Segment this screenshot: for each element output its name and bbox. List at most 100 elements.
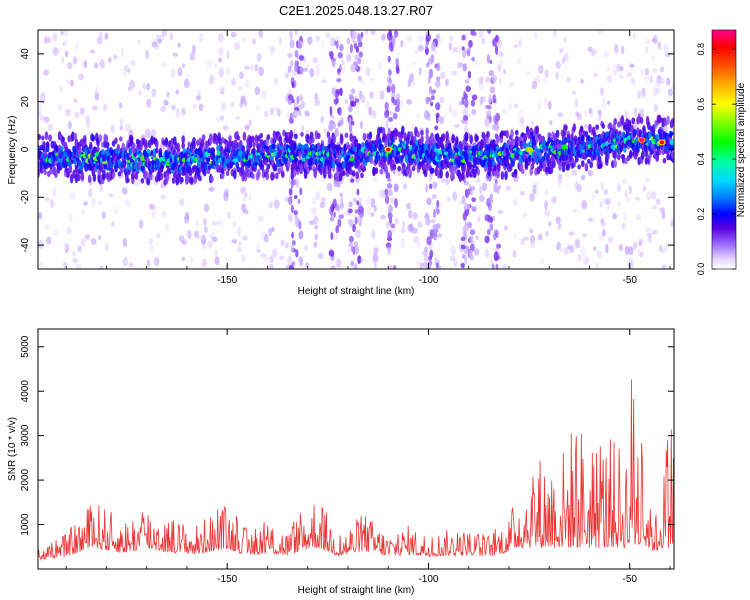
noise-speckle [621,222,626,230]
noise-speckle [526,70,532,75]
noise-speckle [234,116,241,121]
noise-speckle [130,59,136,66]
noise-speckle [219,84,226,93]
noise-speckle [666,77,671,86]
noise-speckle [584,256,591,262]
noise-speckle [346,37,351,45]
band-halo [644,148,649,158]
band-halo [493,165,498,172]
noise-column-speckle [335,97,339,104]
noise-column-speckle [387,229,393,240]
noise-speckle [231,238,238,244]
band-halo [303,161,308,170]
noise-speckle [146,98,152,108]
noise-speckle [97,235,102,241]
noise-speckle [498,76,502,86]
noise-column-speckle [463,125,469,134]
noise-speckle [177,42,181,48]
spectral-peak [526,147,532,152]
noise-speckle [523,236,529,241]
noise-speckle [45,223,50,231]
noise-column-speckle [350,63,356,73]
noise-speckle [234,42,240,50]
band-halo [78,145,82,155]
colorbar-gradient [711,29,737,270]
band-core [444,157,448,165]
noise-column-speckle [336,107,341,114]
noise-speckle [86,119,90,129]
band-core [483,157,488,162]
band-core [669,131,674,136]
x-tick-label: -100 [418,574,438,585]
noise-speckle [202,244,206,250]
noise-speckle [315,35,320,42]
noise-speckle [244,99,248,107]
noise-speckle [451,70,458,76]
noise-speckle [503,137,507,143]
band-halo [515,129,519,136]
noise-speckle [659,66,665,73]
x-tick-label: -150 [217,574,237,585]
band-core [534,145,538,151]
noise-speckle [111,221,115,227]
noise-column-speckle [330,203,335,213]
noise-speckle [518,38,523,48]
noise-speckle [38,111,42,117]
noise-speckle [643,72,650,82]
noise-column-speckle [287,65,292,73]
noise-speckle [576,183,583,193]
noise-speckle [92,105,98,111]
noise-column-speckle [328,123,332,131]
noise-speckle [371,110,377,119]
noise-column-speckle [348,117,352,124]
noise-speckle [445,78,449,87]
band-halo [505,129,510,139]
noise-speckle [90,238,97,245]
noise-speckle [598,112,602,121]
noise-speckle [360,79,365,85]
noise-speckle [251,38,256,45]
noise-speckle [452,191,458,202]
noise-speckle [638,108,645,113]
noise-speckle [65,78,70,86]
noise-speckle [651,205,658,210]
band-halo [599,162,603,169]
band-halo [236,135,241,141]
noise-column-speckle [384,194,390,205]
noise-speckle [481,182,488,192]
band-halo [587,158,591,164]
noise-speckle [261,90,267,99]
noise-speckle [529,193,535,202]
noise-speckle [203,225,208,233]
noise-column-speckle [349,178,355,183]
band-halo [266,163,271,170]
noise-speckle [45,37,52,44]
noise-speckle [292,128,297,134]
noise-speckle [237,102,242,108]
noise-column-speckle [428,255,433,261]
noise-speckle [75,40,80,51]
y-tick-label: -40 [20,237,31,252]
band-halo [500,170,505,180]
noise-speckle [128,263,134,268]
noise-column-speckle [293,210,298,215]
band-core [279,145,284,151]
band-halo [303,170,308,180]
noise-column-speckle [436,76,441,82]
spectrogram-band-layer [38,113,674,187]
noise-speckle [307,36,313,45]
noise-column-speckle [336,78,342,83]
noise-speckle [218,67,224,78]
band-halo [581,160,585,168]
noise-speckle [268,201,273,209]
noise-speckle [433,50,438,55]
noise-speckle [210,230,215,238]
noise-column-speckle [471,197,477,203]
band-halo [510,128,514,139]
noise-column-speckle [297,198,301,205]
band-halo [105,141,110,149]
noise-column-speckle [394,105,401,113]
noise-speckle [193,230,199,238]
noise-speckle [107,57,112,63]
noise-speckle [513,44,518,49]
